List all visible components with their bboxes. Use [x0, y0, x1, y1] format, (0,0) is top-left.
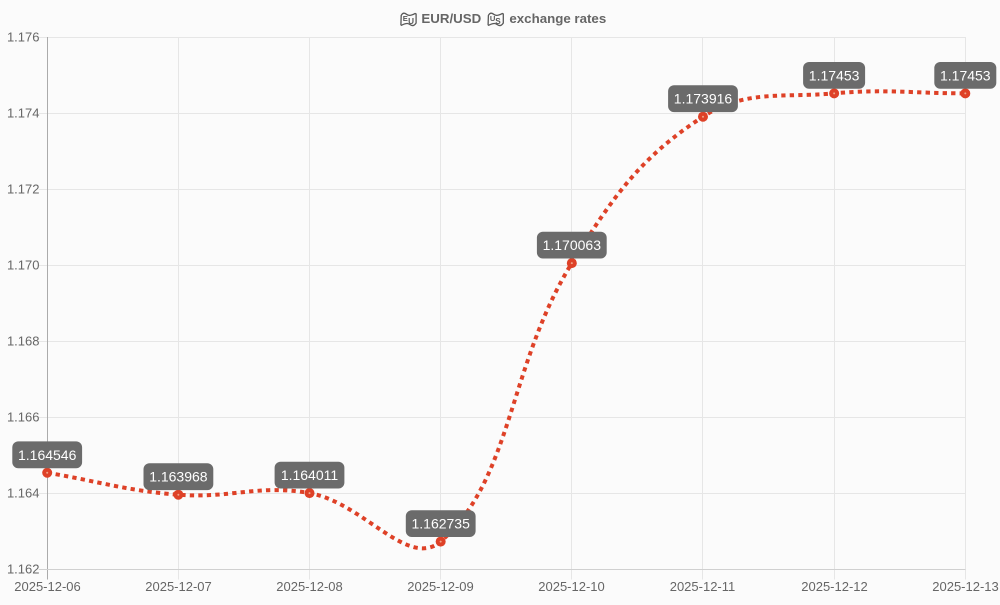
- svg-text:2025-12-13: 2025-12-13: [932, 579, 999, 594]
- svg-text:2025-12-08: 2025-12-08: [276, 579, 343, 594]
- svg-text:exchange rates: exchange rates: [509, 11, 606, 26]
- svg-text:1.176: 1.176: [7, 30, 40, 45]
- svg-text:1.170: 1.170: [7, 258, 40, 273]
- svg-text:1.164: 1.164: [7, 486, 40, 501]
- svg-text:2025-12-09: 2025-12-09: [407, 579, 474, 594]
- svg-text:1.164011: 1.164011: [281, 467, 339, 483]
- svg-text:1.163968: 1.163968: [149, 469, 208, 485]
- svg-text:1.168: 1.168: [7, 334, 40, 349]
- svg-text:1.172: 1.172: [7, 182, 40, 197]
- svg-text:1.174: 1.174: [7, 106, 40, 121]
- svg-text:EUR/USD: EUR/USD: [421, 11, 481, 26]
- svg-text:1.164546: 1.164546: [18, 447, 77, 463]
- svg-text:1.17453: 1.17453: [809, 67, 860, 83]
- svg-text:E: E: [403, 14, 408, 23]
- svg-text:1.173916: 1.173916: [674, 91, 733, 107]
- svg-text:S: S: [495, 17, 501, 26]
- svg-text:2025-12-12: 2025-12-12: [801, 579, 868, 594]
- svg-text:1.162735: 1.162735: [411, 516, 470, 532]
- svg-text:1.17453: 1.17453: [940, 67, 991, 83]
- svg-text:2025-12-11: 2025-12-11: [670, 579, 736, 594]
- svg-text:1.166: 1.166: [7, 410, 40, 425]
- svg-text:2025-12-06: 2025-12-06: [14, 579, 81, 594]
- svg-text:2025-12-07: 2025-12-07: [145, 579, 212, 594]
- svg-text:1.162: 1.162: [7, 562, 40, 577]
- svg-text:2025-12-10: 2025-12-10: [538, 579, 605, 594]
- svg-text:1.170063: 1.170063: [543, 237, 602, 253]
- svg-text:U: U: [490, 14, 496, 23]
- svg-text:U: U: [408, 17, 414, 26]
